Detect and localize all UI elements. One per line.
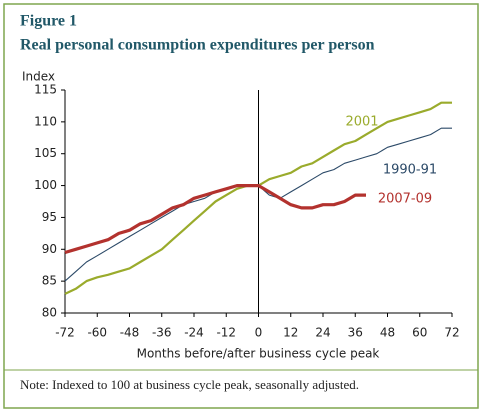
frame (3, 3, 479, 409)
x-axis-label: Months before/after business cycle peak (137, 347, 380, 361)
x-tick-label: 24 (315, 326, 330, 340)
y-tick-label: 100 (34, 178, 57, 192)
y-tick-label: 80 (42, 306, 57, 320)
x-tick-label: -12 (216, 326, 236, 340)
series-label: 2007-09 (378, 192, 432, 207)
note: Note: Indexed to 100 at business cycle p… (20, 377, 359, 392)
x-tick-label: -48 (120, 326, 140, 340)
x-tick-label: 72 (444, 326, 459, 340)
x-tick-label: -24 (184, 326, 204, 340)
y-tick-label: 85 (42, 274, 57, 288)
y-tick-label: 95 (42, 210, 57, 224)
x-tick-label: 48 (380, 326, 395, 340)
x-tick-label: 36 (348, 326, 363, 340)
y-tick-label: 105 (34, 146, 57, 160)
y-tick-label: 90 (42, 242, 57, 256)
figure-label: Figure 1 (20, 13, 77, 30)
x-tick-label: -36 (152, 326, 172, 340)
series-line (64, 184, 366, 255)
x-tick-label: 0 (255, 326, 263, 340)
chart-title: Real personal consumption expenditures p… (20, 37, 375, 54)
x-tick-label: -72 (55, 326, 75, 340)
x-tick-label: 12 (283, 326, 298, 340)
x-tick-label: 60 (412, 326, 427, 340)
y-tick-label: 115 (34, 83, 57, 97)
series-label: 2001 (345, 115, 378, 130)
y-axis-label: Index (22, 70, 55, 84)
series-label: 1990-91 (383, 163, 437, 178)
x-tick-label: -60 (87, 326, 107, 340)
y-tick-label: 110 (34, 114, 57, 128)
